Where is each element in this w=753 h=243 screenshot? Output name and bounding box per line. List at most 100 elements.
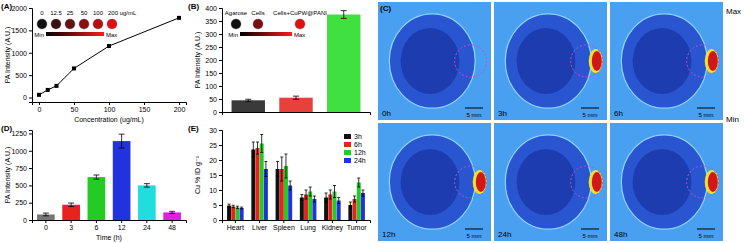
scale-bar-label: 5 mm bbox=[583, 112, 598, 118]
x-tick-mark bbox=[356, 220, 357, 223]
y-tick: 200 bbox=[205, 57, 222, 64]
error-bar bbox=[280, 157, 283, 181]
bar bbox=[327, 15, 360, 113]
bar bbox=[138, 185, 156, 220]
image-body-inner bbox=[517, 28, 576, 94]
y-tick: 5 bbox=[213, 202, 222, 209]
error-bar-cap bbox=[256, 154, 259, 155]
y-tick-mark bbox=[219, 99, 222, 100]
error-bar bbox=[68, 203, 74, 206]
error-bar-stem bbox=[261, 135, 262, 153]
image-body-inner bbox=[401, 28, 460, 94]
y-tick: 350 bbox=[205, 18, 222, 25]
bar bbox=[251, 150, 255, 221]
error-bar-stem bbox=[237, 206, 238, 208]
y-tick: 25 bbox=[209, 142, 222, 149]
legend-entry: 3h bbox=[344, 133, 362, 140]
image-hotspot bbox=[708, 51, 718, 71]
y-tick-label: 50 bbox=[209, 96, 217, 103]
image-hotspot bbox=[592, 51, 602, 71]
y-axis-line bbox=[219, 131, 223, 221]
inset-colorbar-label: Min bbox=[34, 32, 44, 38]
x-tick-mark bbox=[144, 102, 145, 105]
image-tile: 0h5 mm bbox=[378, 2, 491, 120]
x-tick: Lung bbox=[300, 220, 316, 232]
y-tick-label: 1250 bbox=[11, 130, 27, 137]
y-tick-label: 1000 bbox=[11, 50, 27, 57]
x-tick-label: 150 bbox=[139, 106, 151, 113]
y-tick-label: 150 bbox=[205, 70, 217, 77]
x-tick-mark bbox=[179, 102, 180, 105]
error-bar-cap bbox=[68, 206, 74, 207]
error-bar-stem bbox=[362, 190, 363, 196]
error-bar-cap bbox=[93, 179, 99, 180]
panel: 036122448025050075010001250PA Intensity … bbox=[1, 124, 187, 242]
error-bar-cap bbox=[228, 204, 231, 205]
x-tick: 0 bbox=[38, 102, 42, 113]
error-bar-stem bbox=[285, 154, 286, 178]
time-label: 6h bbox=[614, 109, 623, 118]
y-tick-label: 300 bbox=[205, 31, 217, 38]
error-bar-cap bbox=[43, 213, 49, 214]
y-axis: 050100150200250300350400 bbox=[205, 5, 222, 116]
y-tick-mark bbox=[219, 175, 222, 176]
y-tick-label: 15 bbox=[209, 172, 217, 179]
x-axis-line bbox=[223, 113, 371, 116]
error-bar-cap bbox=[236, 206, 239, 207]
error-bar-cap bbox=[119, 134, 125, 135]
x-tick-label: Kidney bbox=[322, 224, 344, 232]
bar bbox=[163, 212, 181, 220]
tumor-outline bbox=[571, 166, 603, 198]
image-tile: 3h5 mm bbox=[494, 2, 607, 120]
bar bbox=[288, 186, 292, 221]
image-body-inner bbox=[633, 28, 692, 94]
error-bar bbox=[313, 196, 316, 202]
inset-label: 50 bbox=[81, 10, 88, 16]
image-body bbox=[621, 135, 707, 229]
y-tick-label: 500 bbox=[15, 182, 27, 189]
x-axis-line bbox=[33, 103, 187, 106]
error-bar bbox=[349, 202, 352, 208]
x-tick-mark bbox=[172, 220, 173, 223]
error-bar-cap bbox=[280, 157, 283, 158]
error-bar bbox=[236, 206, 239, 208]
y-tick: 1000 bbox=[11, 148, 32, 155]
image-tile: 24h5 mm bbox=[494, 123, 607, 241]
y-tick-label: 200 bbox=[205, 57, 217, 64]
y-tick-mark bbox=[29, 8, 32, 9]
error-bar-stem bbox=[334, 186, 335, 198]
error-bar-cap bbox=[309, 196, 312, 197]
legend: 3h6h12h24h bbox=[344, 133, 366, 164]
error-bar bbox=[341, 11, 347, 19]
error-bar-stem bbox=[310, 187, 311, 196]
error-bar-stem bbox=[326, 193, 327, 202]
error-bar-stem bbox=[96, 175, 97, 179]
inset-label: 25 bbox=[67, 10, 74, 16]
x-axis bbox=[223, 113, 371, 116]
error-bar-stem bbox=[354, 196, 355, 202]
y-tick: 1000 bbox=[11, 50, 32, 57]
y-tick-label: 250 bbox=[205, 44, 217, 51]
y-tick-mark bbox=[29, 203, 32, 204]
x-axis: 050100150200 bbox=[33, 102, 187, 113]
point bbox=[37, 93, 41, 97]
point bbox=[72, 66, 76, 70]
y-tick-mark bbox=[29, 53, 32, 54]
error-bar-cap bbox=[232, 207, 235, 208]
y-tick-mark bbox=[219, 60, 222, 61]
image-body bbox=[505, 14, 591, 108]
y-tick-label: 1500 bbox=[11, 27, 27, 34]
error-bar-cap bbox=[325, 193, 328, 194]
x-tick-label: 100 bbox=[104, 106, 116, 113]
scale-bar-label: 5 mm bbox=[467, 112, 482, 118]
y-tick: 250 bbox=[205, 44, 222, 51]
error-bar bbox=[293, 96, 299, 99]
inset-colorbar-label: Min bbox=[228, 32, 238, 38]
y-tick-mark bbox=[29, 75, 32, 76]
error-bar bbox=[353, 196, 356, 202]
inset-sample bbox=[79, 19, 89, 29]
x-tick-label: 3 bbox=[69, 224, 73, 231]
x-tick-label: 200 bbox=[174, 106, 186, 113]
image-hotspot bbox=[708, 172, 718, 192]
y-tick-label: 0 bbox=[213, 109, 217, 116]
